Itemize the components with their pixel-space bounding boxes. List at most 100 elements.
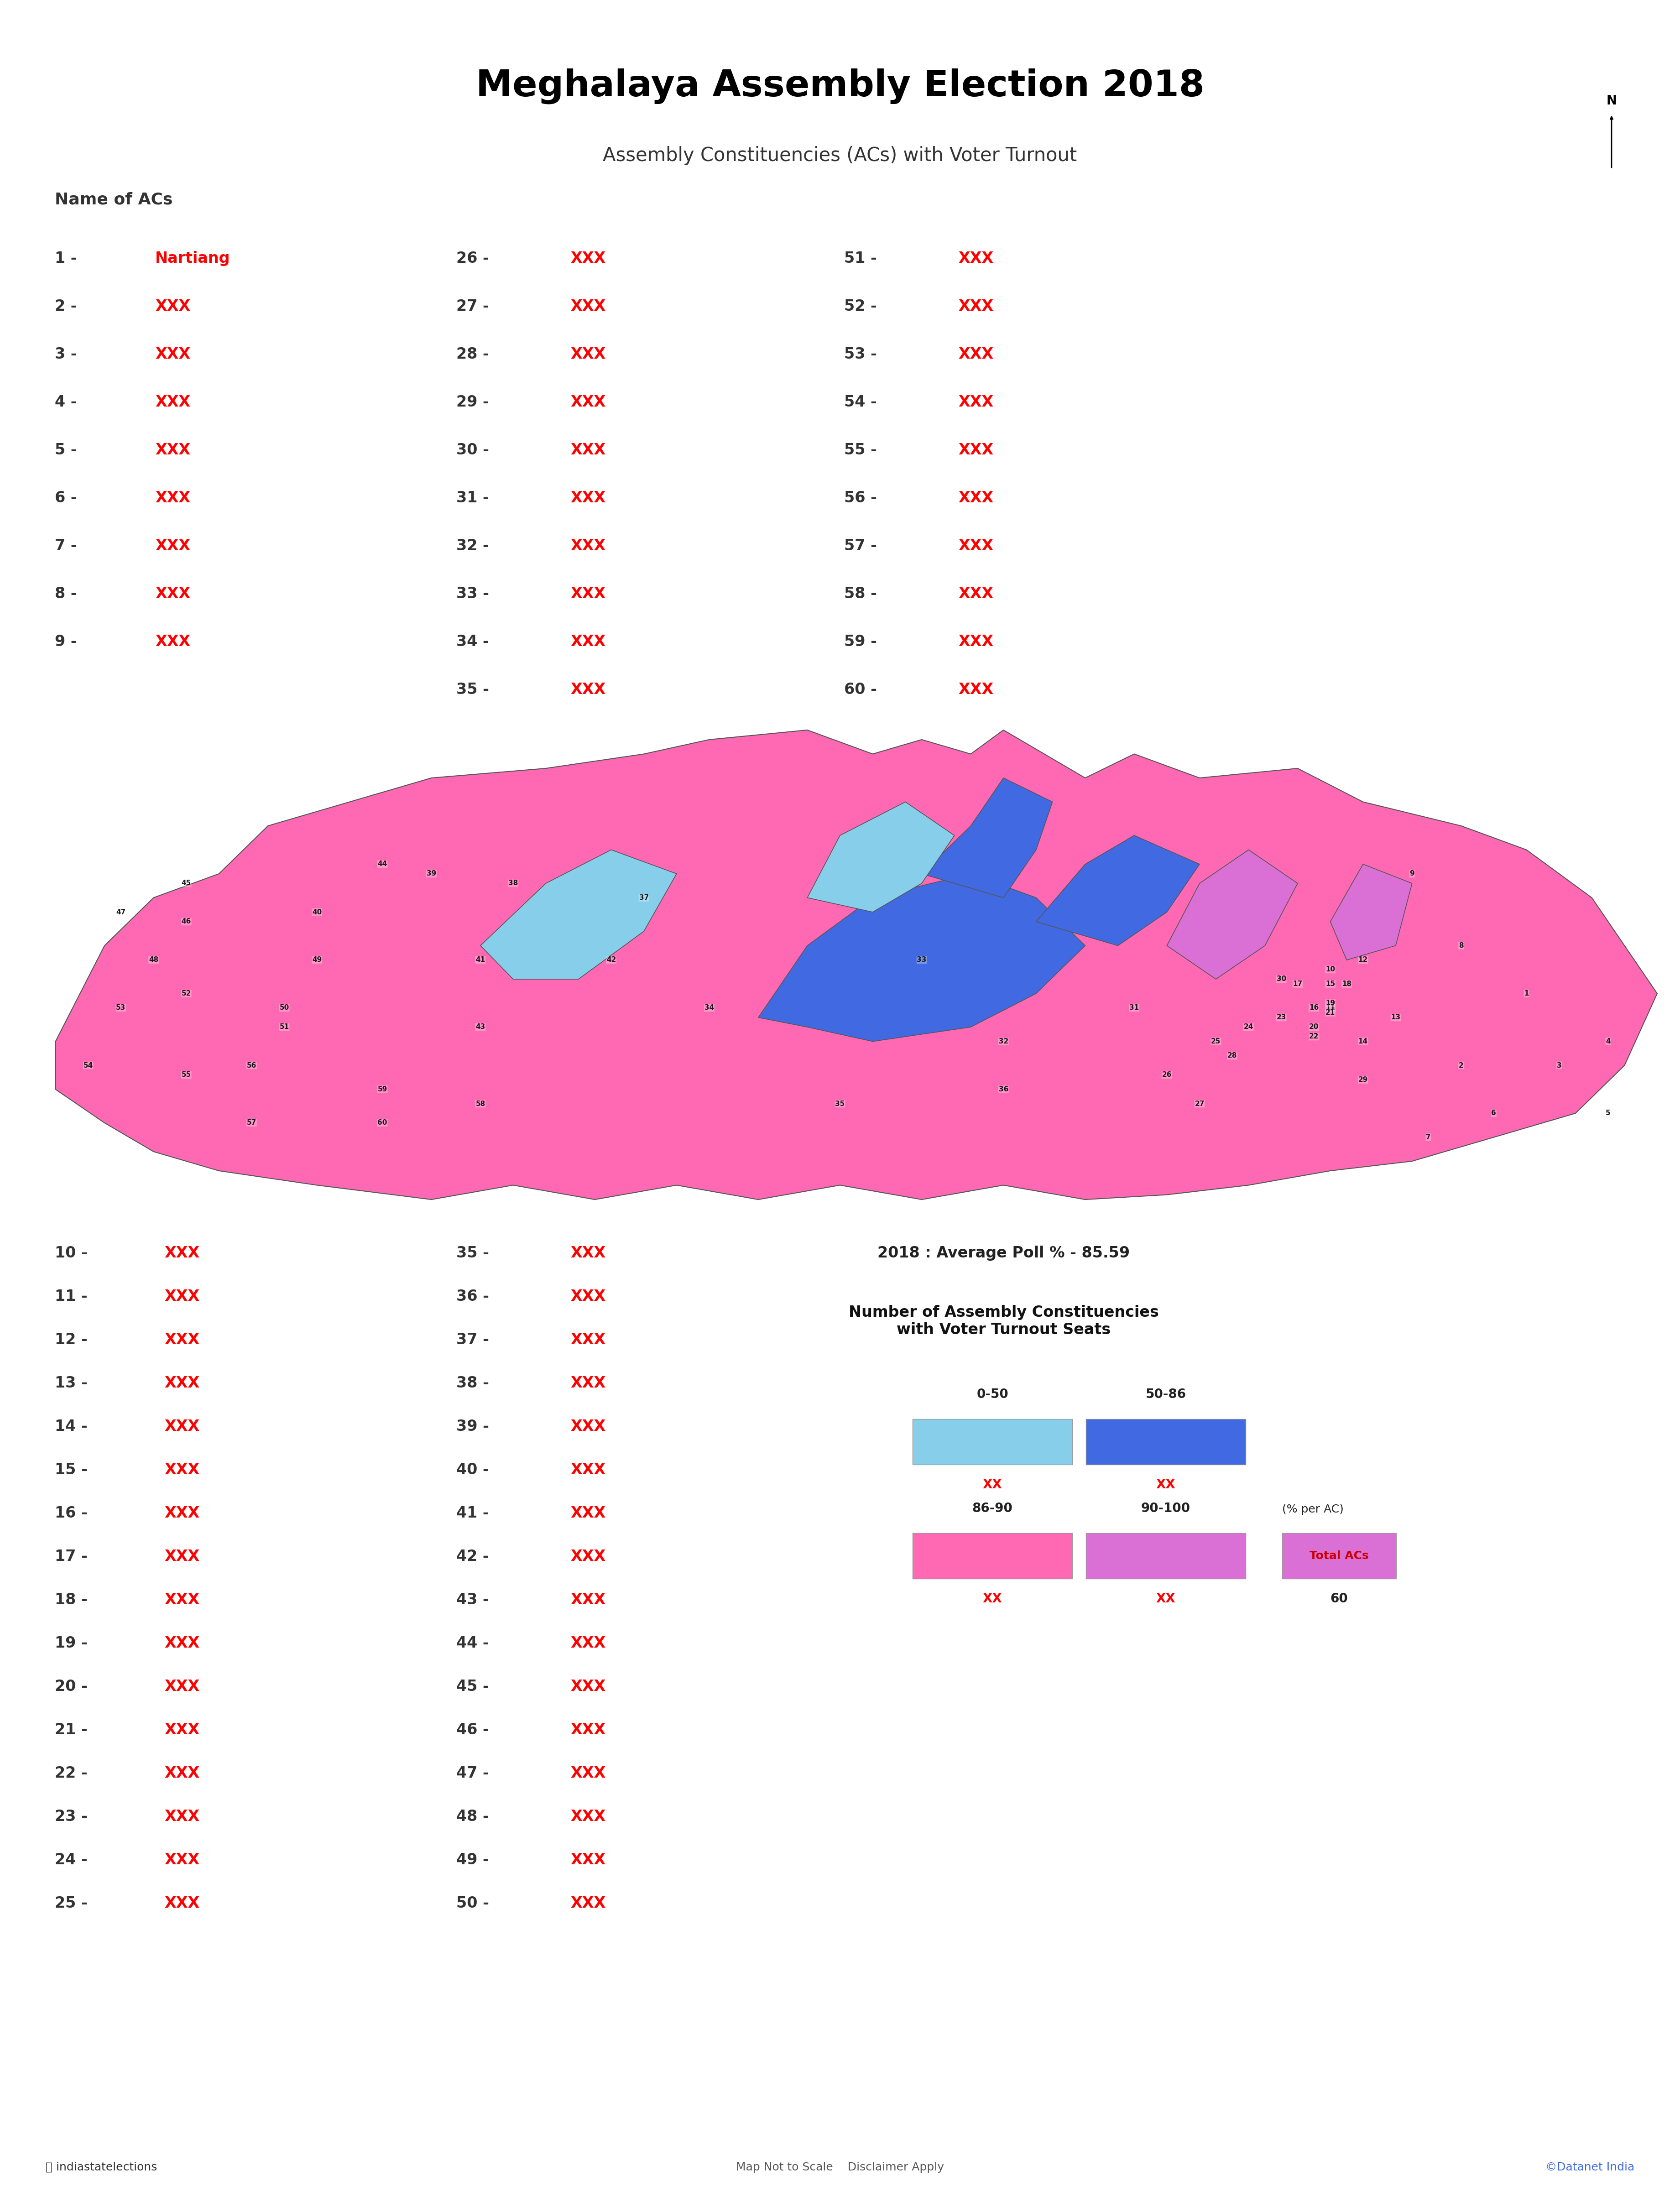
Polygon shape [922,778,1052,898]
Text: 59 -: 59 - [843,633,882,649]
Text: 10 -: 10 - [55,1247,92,1260]
Text: 51: 51 [279,1023,289,1030]
Text: XXX: XXX [570,1895,605,1911]
Text: 24 -: 24 - [55,1851,92,1867]
Text: XXX: XXX [570,1549,605,1564]
Text: 54: 54 [84,1063,92,1069]
Text: 30: 30 [1277,975,1287,982]
Text: 21 -: 21 - [55,1722,92,1737]
Polygon shape [758,874,1085,1041]
Text: 10: 10 [1326,966,1336,973]
FancyBboxPatch shape [912,1534,1072,1580]
Text: XXX: XXX [155,491,190,506]
Text: 49: 49 [312,957,323,964]
Text: 33 -: 33 - [457,587,494,600]
Text: 1 -: 1 - [55,252,82,265]
Text: 0-50: 0-50 [976,1387,1008,1400]
Text: 20 -: 20 - [55,1678,92,1694]
Text: 38: 38 [509,881,517,887]
Text: 4: 4 [1606,1039,1611,1045]
Text: XXX: XXX [570,1461,605,1477]
Text: XXX: XXX [570,394,605,410]
Text: ⓘ indiastatelections: ⓘ indiastatelections [45,2163,158,2173]
Text: Assembly Constituencies (ACs) with Voter Turnout: Assembly Constituencies (ACs) with Voter… [603,147,1077,164]
Text: XXX: XXX [165,1851,200,1867]
Text: XXX: XXX [165,1766,200,1781]
Text: 50 -: 50 - [457,1895,494,1911]
Polygon shape [1331,863,1411,960]
Text: 15 -: 15 - [55,1461,92,1477]
Text: 16 -: 16 - [55,1505,92,1521]
Text: XXX: XXX [165,1549,200,1564]
Text: 30 -: 30 - [457,443,494,458]
Text: 33: 33 [917,957,927,964]
Text: 15: 15 [1326,982,1336,988]
Text: 45: 45 [181,881,192,887]
Text: 9: 9 [1410,870,1415,876]
Text: 39: 39 [427,870,437,876]
Text: 45 -: 45 - [457,1678,494,1694]
Text: 49 -: 49 - [457,1851,494,1867]
Text: 6 -: 6 - [55,491,82,506]
Text: XXX: XXX [165,1678,200,1694]
FancyBboxPatch shape [912,1420,1072,1464]
Text: 29: 29 [1357,1076,1368,1082]
Text: 19 -: 19 - [55,1637,92,1650]
Text: 37: 37 [638,894,648,901]
Text: XXX: XXX [155,346,190,362]
Text: 26: 26 [1163,1071,1171,1078]
Text: XXX: XXX [155,539,190,554]
FancyBboxPatch shape [1085,1420,1245,1464]
Text: XXX: XXX [155,443,190,458]
Text: 25: 25 [1211,1039,1221,1045]
Text: XX: XX [983,1593,1003,1606]
Text: 53 -: 53 - [843,346,882,362]
Text: 41: 41 [475,957,486,964]
Text: 2018 : Average Poll % - 85.59: 2018 : Average Poll % - 85.59 [877,1247,1131,1260]
Text: XXX: XXX [165,1810,200,1825]
Text: XXX: XXX [165,1722,200,1737]
Text: XXX: XXX [570,587,605,600]
Text: 52: 52 [181,990,192,997]
Text: XXX: XXX [570,1810,605,1825]
Text: 35 -: 35 - [457,681,494,697]
Text: 28: 28 [1228,1052,1236,1058]
Text: 34 -: 34 - [457,633,494,649]
Text: XXX: XXX [165,1420,200,1435]
Text: 36: 36 [998,1087,1008,1093]
Text: 57: 57 [247,1120,257,1126]
Text: 39 -: 39 - [457,1420,494,1435]
Text: 20: 20 [1309,1023,1319,1030]
Text: XXX: XXX [570,633,605,649]
Text: XXX: XXX [165,1505,200,1521]
Text: XXX: XXX [958,346,993,362]
Text: XXX: XXX [165,1637,200,1650]
Text: XXX: XXX [570,491,605,506]
Text: 35: 35 [835,1100,845,1106]
Text: 28 -: 28 - [457,346,494,362]
Text: 27: 27 [1194,1100,1205,1106]
Text: 6: 6 [1492,1111,1497,1117]
Polygon shape [55,730,1656,1198]
Text: 18 -: 18 - [55,1593,92,1608]
Text: 13 -: 13 - [55,1376,92,1391]
Text: Meghalaya Assembly Election 2018: Meghalaya Assembly Election 2018 [475,68,1205,105]
Text: 12: 12 [1357,957,1368,964]
Text: 2: 2 [1458,1063,1463,1069]
Text: XXX: XXX [165,1376,200,1391]
Text: 42: 42 [606,957,617,964]
Text: XXX: XXX [165,1593,200,1608]
Text: 35 -: 35 - [457,1247,494,1260]
Text: 7 -: 7 - [55,539,82,554]
Text: 22: 22 [1309,1034,1319,1041]
Text: XXX: XXX [958,539,993,554]
Text: 55 -: 55 - [843,443,882,458]
Text: XXX: XXX [570,346,605,362]
Text: 31 -: 31 - [457,491,494,506]
Text: 13: 13 [1391,1014,1401,1021]
Text: 51 -: 51 - [843,252,882,265]
Polygon shape [808,802,954,911]
Text: XXX: XXX [570,1420,605,1435]
Text: Map Not to Scale    Disclaimer Apply: Map Not to Scale Disclaimer Apply [736,2163,944,2173]
Text: 38 -: 38 - [457,1376,494,1391]
